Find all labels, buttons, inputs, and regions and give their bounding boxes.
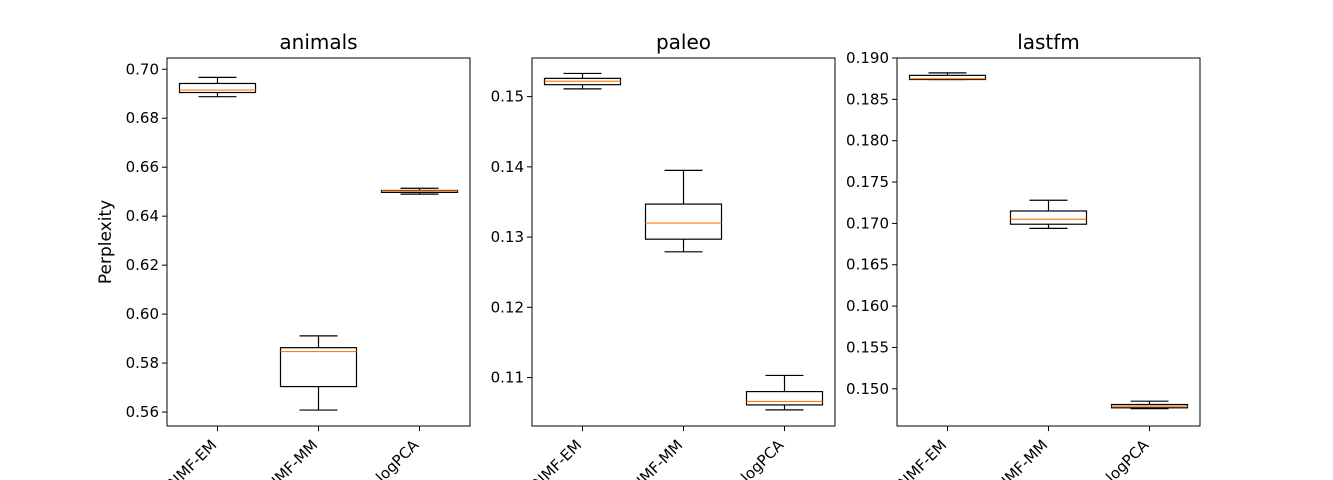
axes-frame xyxy=(896,57,1201,427)
subplot-1: 0.11 0.12 0.13 0.14 0.15 NMF-EM NMF-MM logPCA pa… xyxy=(491,30,836,480)
x-tick-label: NMF-EM xyxy=(530,436,586,480)
box-body xyxy=(178,82,257,94)
y-tick-label: 0.58 xyxy=(126,354,159,372)
y-tick-label: 0.180 xyxy=(846,132,889,150)
box-logPCA xyxy=(380,187,459,195)
subplot-title: paleo xyxy=(656,30,711,54)
box-NMF-MM xyxy=(1009,199,1088,229)
subplot-2: 0.150 0.155 0.160 0.165 0.170 0.175 0.180 0.185… xyxy=(846,30,1201,480)
x-tick-label: NMF-EM xyxy=(165,436,221,480)
y-tick-label: 0.190 xyxy=(846,49,889,67)
x-tick-label: NMF-MM xyxy=(263,436,321,480)
y-tick-label: 0.150 xyxy=(846,380,889,398)
box-NMF-MM xyxy=(279,335,358,411)
y-tick-label: 0.62 xyxy=(126,256,159,274)
y-tick-label: 0.66 xyxy=(126,158,159,176)
box-body xyxy=(279,347,358,388)
x-tick-label: logPCA xyxy=(737,436,787,480)
subplot-0: 0.56 0.58 0.60 0.62 0.64 0.66 0.68 0.70 NMF-EM NM… xyxy=(96,30,471,480)
y-tick-label: 0.165 xyxy=(846,256,889,274)
axes-frame xyxy=(166,57,471,427)
x-tick-label: logPCA xyxy=(372,436,422,480)
x-tick-label: NMF-EM xyxy=(895,436,951,480)
box-body xyxy=(644,203,723,240)
box-body xyxy=(908,74,987,81)
box-logPCA xyxy=(745,374,824,411)
y-tick-label: 0.185 xyxy=(846,90,889,108)
y-tick-label: 0.13 xyxy=(491,228,524,246)
y-tick-label: 0.175 xyxy=(846,173,889,191)
y-axis-label: Perplexity xyxy=(96,200,116,284)
y-tick-label: 0.12 xyxy=(491,298,524,316)
box-NMF-EM xyxy=(178,76,257,98)
y-tick-label: 0.155 xyxy=(846,338,889,356)
y-tick-label: 0.14 xyxy=(491,158,524,176)
box-NMF-MM xyxy=(644,169,723,253)
y-tick-label: 0.11 xyxy=(491,369,524,387)
y-tick-label: 0.60 xyxy=(126,305,159,323)
y-tick-label: 0.70 xyxy=(126,60,159,78)
x-tick-label: NMF-MM xyxy=(628,436,686,480)
y-tick-label: 0.68 xyxy=(126,109,159,127)
box-logPCA xyxy=(1110,400,1189,410)
x-tick-label: NMF-MM xyxy=(993,436,1051,480)
y-tick-label: 0.160 xyxy=(846,297,889,315)
box-NMF-EM xyxy=(543,72,622,90)
y-tick-label: 0.64 xyxy=(126,207,159,225)
box-body xyxy=(745,390,824,406)
y-tick-label: 0.15 xyxy=(491,88,524,106)
x-tick-label: logPCA xyxy=(1102,436,1152,480)
box-NMF-EM xyxy=(908,72,987,81)
y-tick-label: 0.170 xyxy=(846,214,889,232)
subplot-title: lastfm xyxy=(1017,30,1080,54)
box-body xyxy=(1009,210,1088,225)
y-tick-label: 0.56 xyxy=(126,403,159,421)
subplot-title: animals xyxy=(279,30,357,54)
